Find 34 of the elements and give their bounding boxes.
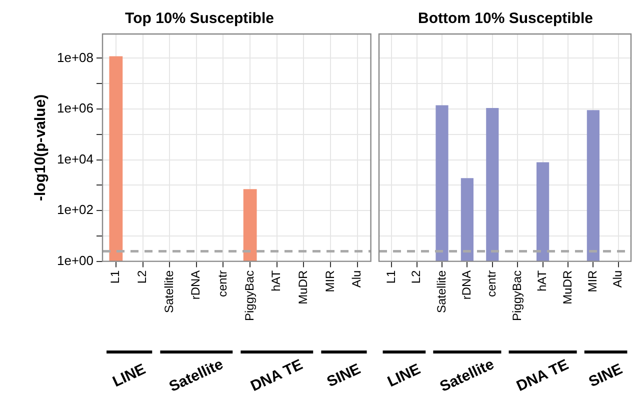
- x-tick-label: rDNA: [460, 270, 474, 300]
- x-tick-label: L2: [409, 270, 424, 284]
- y-tick-label: 1e+02: [56, 202, 94, 218]
- x-tick-label: MIR: [586, 270, 600, 292]
- chart-title: Top 10% Susceptible: [125, 10, 274, 28]
- x-tick-label: MuDR: [560, 270, 574, 304]
- text: SINE: [586, 360, 626, 391]
- text: LINE: [110, 360, 148, 391]
- y-tick-label: 1e+04: [56, 151, 94, 166]
- x-tick-label: PiggyBac: [242, 270, 256, 322]
- text: DNA TE: [248, 356, 306, 396]
- x-tick-label: Satellite: [434, 270, 448, 314]
- x-tick-label: MuDR: [296, 270, 310, 304]
- x-tick-label: L2: [135, 270, 150, 284]
- x-tick-label: Alu: [610, 270, 625, 288]
- y-axis-title: -log10(p-value): [32, 94, 50, 201]
- x-tick-label: Satellite: [162, 270, 176, 314]
- y-tick-label: 1e+06: [56, 100, 94, 116]
- x-tick-label: Alu: [350, 270, 364, 288]
- x-tick-label: L1: [108, 270, 122, 284]
- x-tick-label: rDNA: [188, 270, 203, 300]
- x-tick-label: centr: [484, 270, 499, 297]
- x-tick-label: centr: [216, 270, 230, 297]
- text: SINE: [324, 360, 364, 391]
- x-tick-label: MIR: [322, 270, 337, 292]
- x-tick-label: hAT: [535, 270, 550, 292]
- x-tick-label: PiggyBac: [510, 270, 524, 322]
- y-tick-label: 1e+00: [56, 252, 94, 268]
- y-tick-label: 1e+08: [56, 50, 94, 65]
- text: DNA TE: [514, 356, 572, 396]
- chart-title: Bottom 10% Susceptible: [418, 10, 594, 28]
- x-tick-label: hAT: [269, 270, 284, 292]
- x-tick-label: L1: [384, 270, 398, 284]
- text: LINE: [384, 360, 424, 391]
